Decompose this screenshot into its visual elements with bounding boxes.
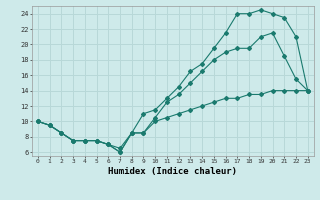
X-axis label: Humidex (Indice chaleur): Humidex (Indice chaleur) xyxy=(108,167,237,176)
